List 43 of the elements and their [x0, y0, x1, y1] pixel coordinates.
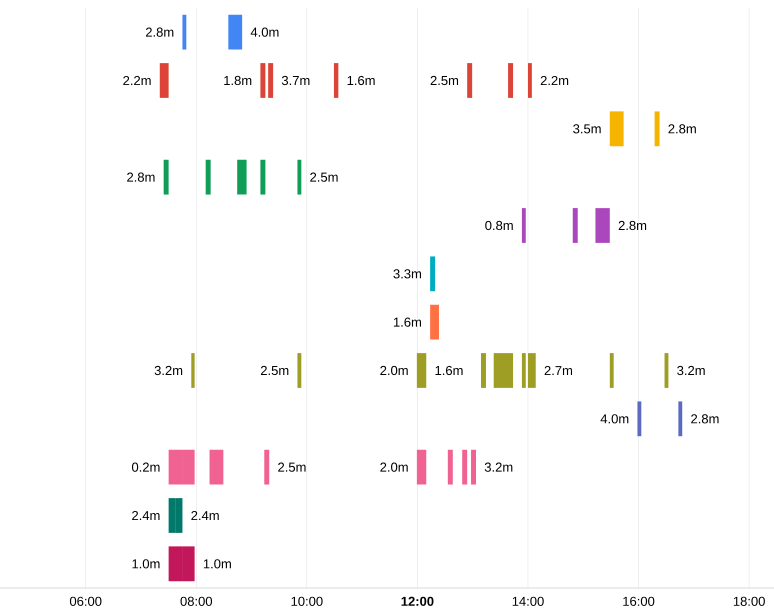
x-tick-label: 10:00 [292, 596, 323, 606]
annotation: 3.2m [677, 366, 705, 376]
annotation: 1.6m [348, 76, 375, 86]
annotation: 1.0m [204, 559, 231, 568]
annotation: 2.8m [618, 220, 646, 230]
annotation: 4.0m [600, 414, 628, 424]
annotation: 1.0m [132, 559, 160, 568]
annotation: 3.2m [484, 462, 512, 472]
annotation: 2.2m [540, 76, 568, 86]
annotation: 2.5m [260, 366, 288, 376]
x-tick-label: 06:00 [70, 596, 102, 606]
annotation: 2.5m [278, 462, 306, 472]
annotation: 3.7m [282, 76, 310, 86]
bar [430, 304, 439, 340]
annotation: 2.8m [146, 28, 174, 37]
annotation: 3.2m [154, 366, 182, 376]
annotation: 2.2m [123, 76, 151, 86]
annotation: 0.8m [485, 220, 513, 230]
annotation: 1.6m [394, 318, 422, 327]
x-tick-label: 12:00 [402, 596, 434, 606]
annotation: 2.5m [430, 76, 458, 86]
annotation: 2.8m [691, 414, 719, 424]
x-tick-label: 08:00 [180, 596, 212, 606]
annotation: 1.8m [224, 76, 252, 86]
annotation: 4.0m [250, 28, 278, 37]
bar [610, 353, 614, 388]
annotation: 2.5m [310, 172, 338, 182]
bar [430, 256, 436, 292]
annotation: 3.5m [573, 124, 601, 134]
annotation: 3.3m [393, 269, 422, 278]
annotation: 2.8m [127, 172, 155, 182]
x-tick-label: 14:00 [512, 596, 544, 606]
x-tick-label: 18:00 [734, 596, 765, 606]
annotation: 2.8m [668, 124, 696, 134]
annotation: 2.0m [380, 462, 408, 472]
annotation: 2.7m [544, 366, 572, 376]
annotation: 0.2m [132, 462, 160, 472]
annotation: 2.0m [380, 366, 408, 376]
x-tick-label: 16:00 [623, 596, 654, 606]
annotation: 2.4m [191, 510, 219, 520]
bar [664, 353, 668, 388]
annotation: 1.6m [436, 366, 463, 376]
annotation: 2.4m [132, 510, 160, 520]
